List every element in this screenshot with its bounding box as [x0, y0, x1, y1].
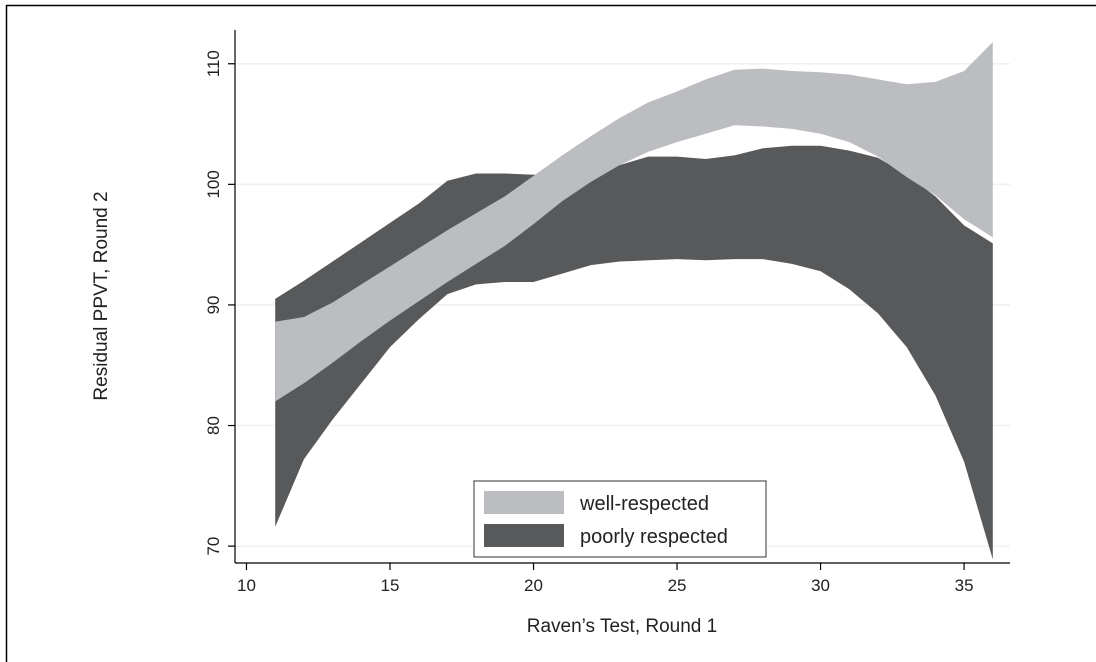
legend-label-well-respected: well-respected	[579, 493, 709, 515]
legend-swatch-poorly-respected	[484, 524, 564, 547]
x-tick-label-25: 25	[668, 576, 687, 595]
band-well-respected	[275, 42, 993, 402]
x-tick-label-35: 35	[955, 576, 974, 595]
y-tick-label-80: 80	[204, 416, 223, 435]
band-areas	[275, 42, 993, 560]
y-tick-label-110: 110	[204, 50, 223, 77]
x-tick-label-10: 10	[237, 576, 256, 595]
y-tick-label-70: 70	[204, 537, 223, 556]
x-tick-label-20: 20	[524, 576, 543, 595]
x-axis-title: Raven’s Test, Round 1	[527, 616, 717, 637]
x-tick-label-30: 30	[811, 576, 830, 595]
x-axis-ticks: 10 15 20 25 30 35	[237, 563, 974, 595]
legend: well-respected poorly respected	[473, 480, 767, 558]
y-axis-ticks: 70 80 90 100 110	[204, 50, 235, 556]
x-tick-label-15: 15	[381, 576, 400, 595]
legend-label-poorly-respected: poorly respected	[580, 526, 728, 548]
y-tick-label-90: 90	[204, 295, 223, 314]
legend-swatch-well-respected	[484, 491, 564, 514]
y-tick-label-100: 100	[204, 170, 223, 198]
y-axis-title: Residual PPVT, Round 2	[91, 191, 112, 400]
